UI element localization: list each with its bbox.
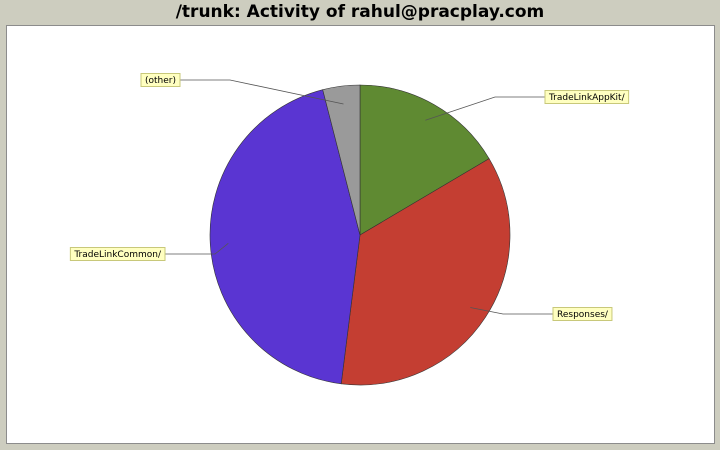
pie-slice-0 [359, 84, 490, 236]
slice-label-box-0 [544, 90, 630, 104]
slice-label-1: Responses/ [557, 310, 609, 320]
slice-label-0: TradeLinkAppKit/ [548, 93, 626, 103]
slice-label-box-1 [552, 307, 613, 321]
pie-slice-3 [322, 84, 361, 236]
pie-slice-1 [340, 158, 511, 386]
pie-slice-2 [209, 89, 361, 385]
slice-label-3: (other) [145, 76, 176, 86]
slice-label-box-3 [140, 73, 181, 87]
slice-label-box-2 [69, 247, 166, 261]
leader-line-1 [470, 307, 553, 315]
leader-line-3 [180, 79, 344, 105]
leader-line-2 [165, 242, 229, 255]
chart-title: /trunk: Activity of rahul@pracplay.com [175, 2, 545, 22]
slice-label-2: TradeLinkCommon/ [73, 250, 162, 260]
leader-line-0 [425, 96, 545, 121]
